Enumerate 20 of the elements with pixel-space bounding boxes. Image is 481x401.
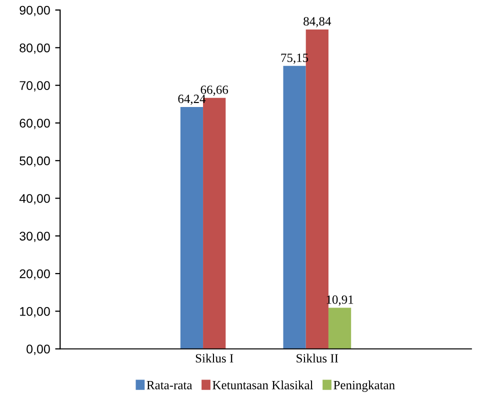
y-tick-label: 50,00	[20, 156, 50, 167]
legend-label: Rata-rata	[146, 381, 192, 390]
x-tick-label: Siklus I	[196, 354, 234, 363]
y-tick-label: 10,00	[20, 307, 50, 318]
y-tick-label: 70,00	[20, 81, 50, 92]
y-tick-label: 80,00	[20, 43, 50, 54]
legend-label: Ketuntasan Klasikal	[212, 380, 314, 390]
y-tick-label: 30,00	[20, 232, 50, 242]
y-tick-label: 20,00	[20, 269, 50, 280]
bar	[180, 107, 204, 349]
y-tick-label: 40,00	[19, 194, 50, 204]
x-tick-label: Siklus II	[296, 354, 338, 363]
data-label: 66,66	[200, 86, 228, 96]
legend-label: Peningkatan	[334, 380, 395, 392]
y-tick-label: 60,00	[20, 118, 50, 130]
bar	[283, 66, 306, 349]
data-label: 84,84	[304, 17, 332, 28]
bar	[328, 308, 352, 349]
y-tick-label: 0,00	[26, 344, 50, 355]
y-tick-label: 90,00	[20, 6, 50, 16]
